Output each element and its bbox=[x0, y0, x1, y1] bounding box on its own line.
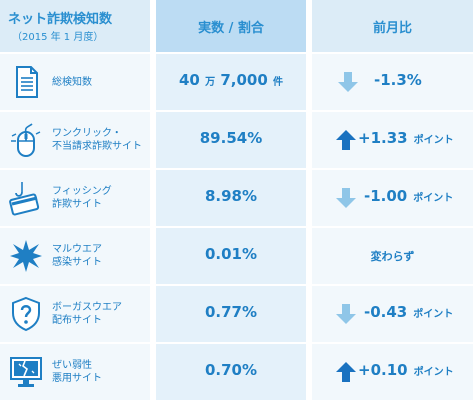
header-change-label: 前月比 bbox=[372, 21, 412, 36]
table-row: フィッシング 詐欺サイト 8.98% -1.00 ポイント bbox=[0, 170, 473, 226]
row-change: +0.10 ポイント bbox=[358, 361, 454, 379]
header-subtitle: （2015 年 1 月度） bbox=[12, 32, 104, 43]
table-row: 総検知数 40 万 7,000 件 -1.3% bbox=[0, 54, 473, 110]
mouse-icon bbox=[11, 123, 41, 157]
row-change: -1.00 ポイント bbox=[364, 187, 454, 205]
row-label: 総検知数 bbox=[52, 77, 92, 88]
header-label-cell: ネット詐欺検知数 （2015 年 1 月度） bbox=[0, 0, 150, 52]
row-label: ボーガスウエア 配布サイト bbox=[52, 302, 122, 326]
arrow-down-icon bbox=[338, 72, 358, 92]
header-value-label: 実数 / 割合 bbox=[198, 21, 264, 36]
row-label: フィッシング 詐欺サイト bbox=[52, 186, 112, 210]
table-row: ワンクリック・ 不当請求詐欺サイト 89.54% +1.33 ポイント bbox=[0, 112, 473, 168]
row-value: 89.54% bbox=[199, 129, 263, 147]
arrow-up-icon bbox=[336, 362, 356, 382]
row-value: 0.77% bbox=[204, 303, 258, 321]
document-icon bbox=[16, 66, 38, 98]
row-value: 0.70% bbox=[204, 361, 258, 379]
header-change-cell: 前月比 bbox=[312, 0, 473, 52]
virus-icon bbox=[10, 240, 42, 272]
table-row: ぜい弱性 悪用サイト 0.70% +0.10 ポイント bbox=[0, 344, 473, 400]
broken-monitor-icon bbox=[10, 357, 42, 387]
row-label: ぜい弱性 悪用サイト bbox=[52, 360, 102, 384]
row-change: -0.43 ポイント bbox=[364, 303, 454, 321]
header-value-cell: 実数 / 割合 bbox=[156, 0, 306, 52]
table-row: マルウエア 感染サイト 0.01% 変わらず bbox=[0, 228, 473, 284]
row-value: 0.01% bbox=[204, 245, 258, 263]
row-label: ワンクリック・ 不当請求詐欺サイト bbox=[52, 128, 142, 152]
table-row: ボーガスウエア 配布サイト 0.77% -0.43 ポイント bbox=[0, 286, 473, 342]
arrow-down-icon bbox=[336, 188, 356, 208]
row-value: 8.98% bbox=[204, 187, 258, 205]
row-label: マルウエア 感染サイト bbox=[52, 244, 102, 268]
arrow-up-icon bbox=[336, 130, 356, 150]
row-change: -1.3% bbox=[374, 71, 422, 89]
arrow-down-icon bbox=[336, 304, 356, 324]
table-header: ネット詐欺検知数 （2015 年 1 月度） 実数 / 割合 前月比 bbox=[0, 0, 473, 52]
row-change: 変わらず bbox=[370, 250, 415, 263]
credit-card-hook-icon bbox=[9, 182, 40, 216]
header-title: ネット詐欺検知数 bbox=[8, 12, 113, 27]
row-value: 40 万 7,000 件 bbox=[178, 71, 284, 89]
row-change: +1.33 ポイント bbox=[358, 129, 454, 147]
shield-question-icon bbox=[12, 296, 40, 332]
